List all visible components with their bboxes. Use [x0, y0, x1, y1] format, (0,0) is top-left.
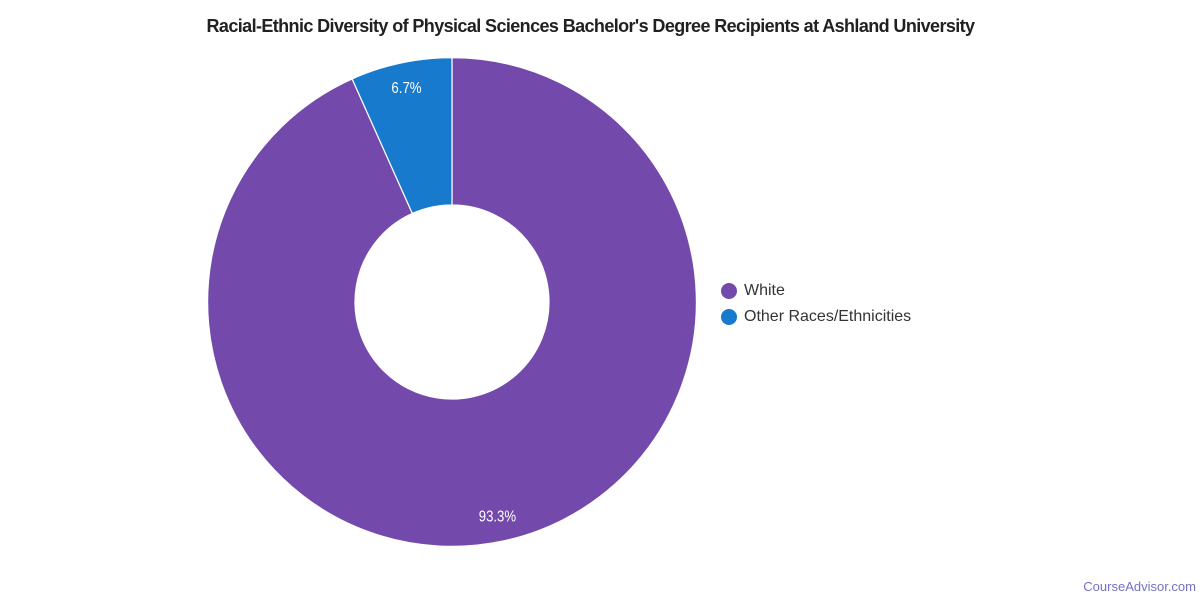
svg-text:93.3%: 93.3% — [479, 509, 516, 526]
svg-text:6.7%: 6.7% — [391, 80, 421, 97]
